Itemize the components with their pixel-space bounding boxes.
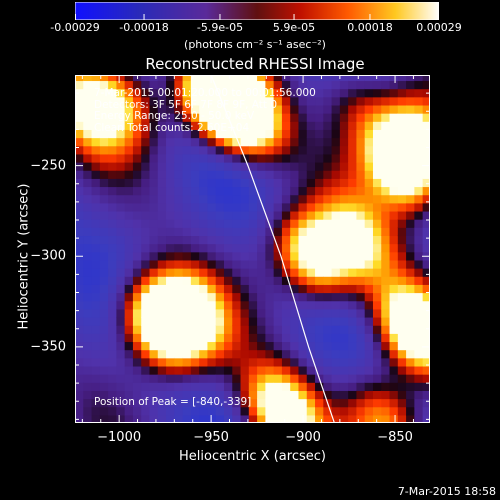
x-tick-labels: −1000 −950 −900 −850 bbox=[75, 430, 430, 446]
info-energy-range: Energy Range: 25.0 - 50.0 keV bbox=[94, 110, 255, 122]
chart-title: Reconstructed RHESSI Image bbox=[145, 55, 365, 73]
info-clean-counts: Clean Total counts: 2.60E+04 bbox=[94, 121, 250, 134]
x-tick-label: −900 bbox=[285, 430, 321, 445]
peak-position-text: Position of Peak = [-840,-339] bbox=[94, 396, 252, 408]
colorbar-tick-label: -0.00029 bbox=[50, 21, 100, 34]
y-axis-label: Heliocentric Y (arcsec) bbox=[16, 183, 32, 330]
observation-info: 7-Mar-2015 00:01:20.000 to 00:01:56.000 … bbox=[94, 87, 316, 134]
colorbar-unit-label: (photons cm⁻² s⁻¹ asec⁻²) bbox=[184, 38, 326, 51]
colorbar-tick-label: -0.00018 bbox=[119, 21, 169, 34]
y-tick-label: −300 bbox=[30, 248, 66, 264]
x-tick-label: −950 bbox=[193, 430, 229, 445]
colorbar-gradient bbox=[75, 2, 439, 20]
colorbar-tick-label: 0.00029 bbox=[416, 21, 462, 34]
plot-area bbox=[75, 75, 430, 423]
colorbar bbox=[75, 2, 439, 20]
heatmap-image bbox=[75, 75, 430, 423]
info-time-range: 7-Mar-2015 00:01:20.000 to 00:01:56.000 bbox=[94, 87, 316, 99]
footer-timestamp: 7-Mar-2015 18:58 bbox=[397, 485, 496, 498]
solar-limb-line bbox=[210, 75, 335, 423]
x-tick-label: −850 bbox=[377, 430, 413, 445]
y-tick-labels: −250 −300 −350 bbox=[0, 75, 69, 423]
colorbar-tick-label: 5.9e-05 bbox=[272, 21, 316, 34]
x-tick-label: −1000 bbox=[97, 430, 142, 445]
y-tick-label: −250 bbox=[30, 158, 66, 174]
colorbar-tick-label: 0.00018 bbox=[347, 21, 393, 34]
y-tick-label: −350 bbox=[30, 339, 66, 355]
colorbar-tick-labels: -0.00029 -0.00018 -5.9e-05 5.9e-05 0.00018 0.… bbox=[50, 21, 461, 35]
info-detectors: Detectors: 3F 5F 6F 7F 8F 9F, Att 0 bbox=[94, 98, 278, 111]
colorbar-tick-label: -5.9e-05 bbox=[196, 21, 244, 34]
x-axis-label: Heliocentric X (arcsec) bbox=[179, 449, 326, 464]
